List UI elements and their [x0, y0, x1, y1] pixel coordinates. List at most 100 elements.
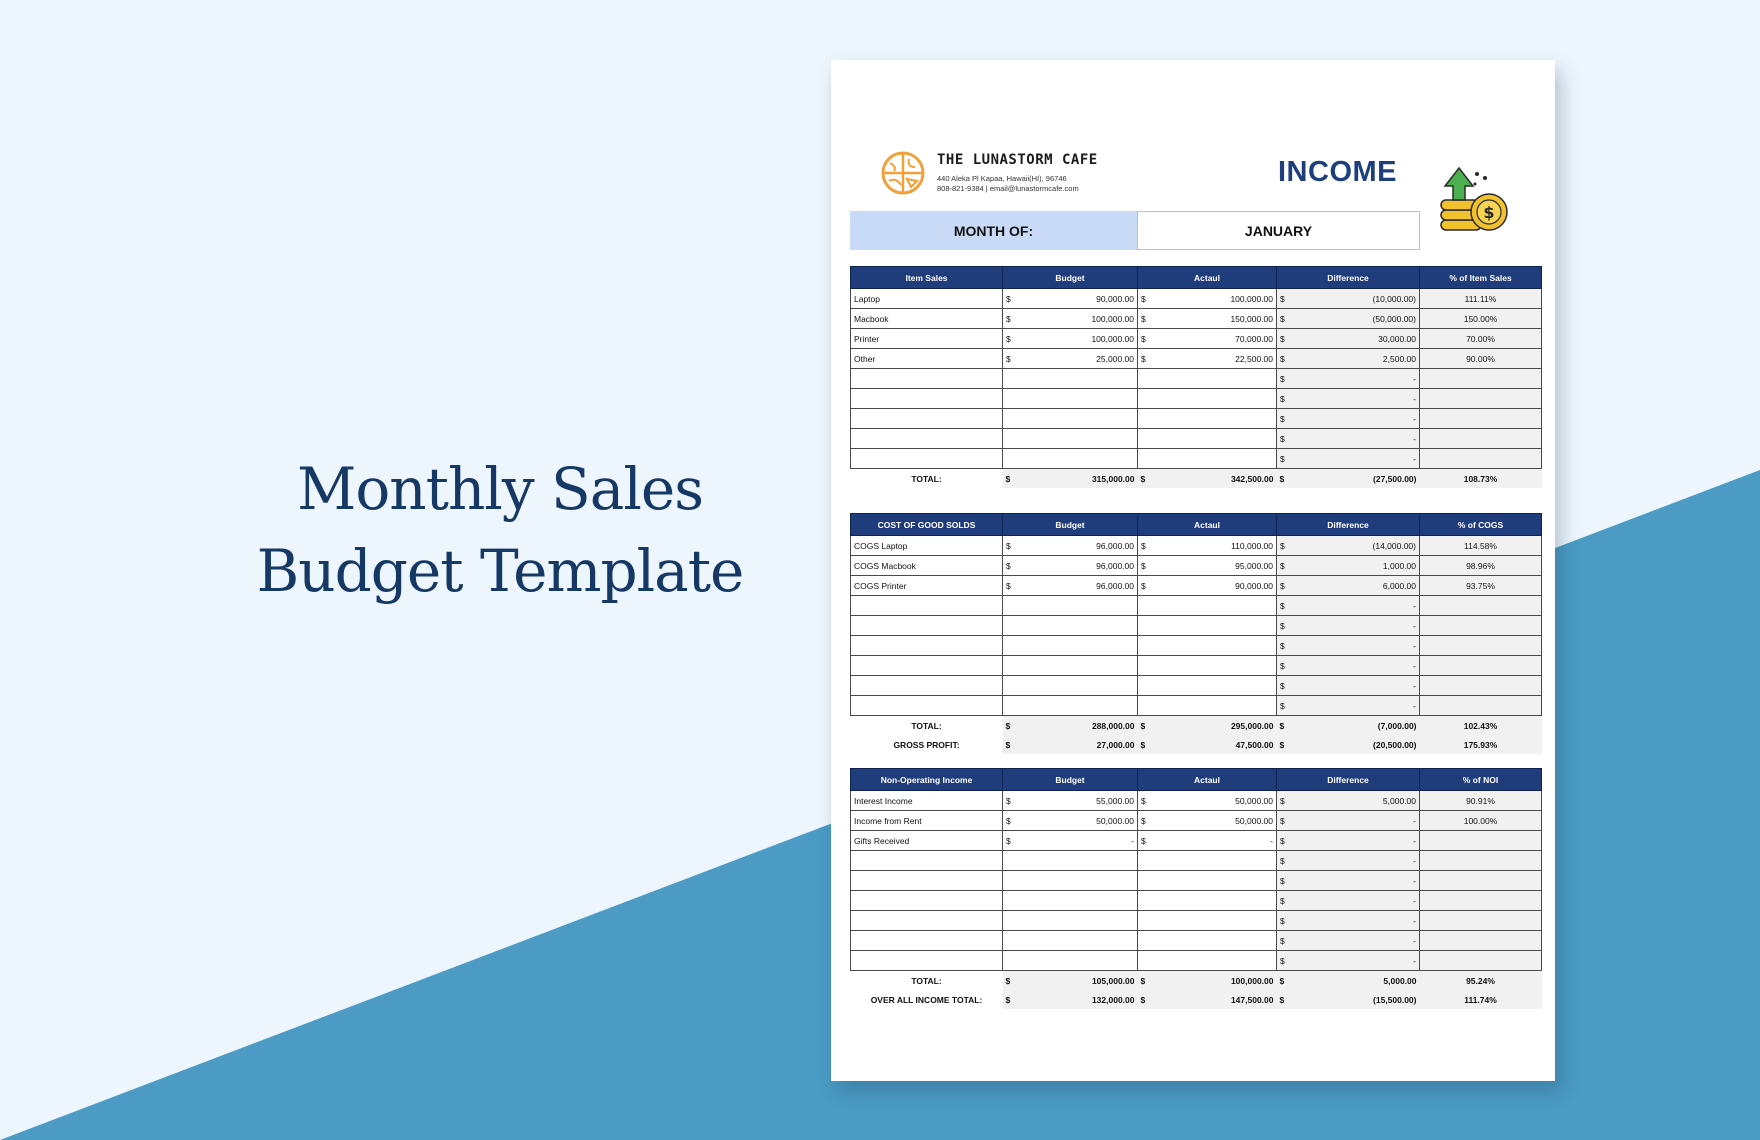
amount-cell[interactable]: $22,500.00: [1137, 348, 1277, 369]
amount-cell[interactable]: $ -: [1276, 635, 1420, 656]
empty-cell[interactable]: [1137, 635, 1277, 656]
item-name-cell[interactable]: [850, 368, 1003, 389]
empty-cell[interactable]: [1002, 428, 1138, 449]
empty-cell[interactable]: [1002, 850, 1138, 871]
percent-cell[interactable]: 150.00%: [1419, 308, 1542, 329]
month-value-field[interactable]: JANUARY: [1137, 211, 1420, 250]
amount-cell[interactable]: $ -: [1276, 448, 1420, 469]
empty-cell[interactable]: [1002, 368, 1138, 389]
amount-cell[interactable]: $95,000.00: [1137, 555, 1277, 576]
item-name-cell[interactable]: Gifts Received: [850, 830, 1003, 851]
amount-cell[interactable]: $25,000.00: [1002, 348, 1138, 369]
amount-cell[interactable]: $ -: [1137, 830, 1277, 851]
empty-cell[interactable]: [1002, 448, 1138, 469]
item-name-cell[interactable]: [850, 428, 1003, 449]
amount-cell[interactable]: $96,000.00: [1002, 575, 1138, 596]
empty-cell[interactable]: [1002, 615, 1138, 636]
empty-cell[interactable]: [1137, 448, 1277, 469]
item-name-cell[interactable]: [850, 408, 1003, 429]
item-name-cell[interactable]: COGS Printer: [850, 575, 1003, 596]
empty-cell[interactable]: [1137, 870, 1277, 891]
item-name-cell[interactable]: Other: [850, 348, 1003, 369]
amount-cell[interactable]: $1,000.00: [1276, 555, 1420, 576]
empty-cell[interactable]: [1002, 408, 1138, 429]
percent-cell[interactable]: [1419, 635, 1542, 656]
empty-cell[interactable]: [1137, 890, 1277, 911]
item-name-cell[interactable]: [850, 950, 1003, 971]
percent-cell[interactable]: [1419, 615, 1542, 636]
percent-cell[interactable]: 90.91%: [1419, 790, 1542, 811]
empty-cell[interactable]: [1137, 615, 1277, 636]
percent-cell[interactable]: 114.58%: [1419, 535, 1542, 556]
empty-cell[interactable]: [1002, 675, 1138, 696]
percent-cell[interactable]: [1419, 910, 1542, 931]
amount-cell[interactable]: $100,000.00: [1137, 288, 1277, 309]
percent-cell[interactable]: 93.75%: [1419, 575, 1542, 596]
amount-cell[interactable]: $ -: [1276, 388, 1420, 409]
item-name-cell[interactable]: [850, 388, 1003, 409]
item-name-cell[interactable]: [850, 675, 1003, 696]
amount-cell[interactable]: $50,000.00: [1137, 790, 1277, 811]
empty-cell[interactable]: [1002, 595, 1138, 616]
empty-cell[interactable]: [1137, 388, 1277, 409]
empty-cell[interactable]: [1137, 950, 1277, 971]
amount-cell[interactable]: $100,000.00: [1002, 308, 1138, 329]
amount-cell[interactable]: $50,000.00: [1137, 810, 1277, 831]
item-name-cell[interactable]: Income from Rent: [850, 810, 1003, 831]
percent-cell[interactable]: [1419, 890, 1542, 911]
amount-cell[interactable]: $ -: [1276, 595, 1420, 616]
amount-cell[interactable]: $70,000.00: [1137, 328, 1277, 349]
empty-cell[interactable]: [1137, 368, 1277, 389]
amount-cell[interactable]: $6,000.00: [1276, 575, 1420, 596]
amount-cell[interactable]: $100,000.00: [1002, 328, 1138, 349]
empty-cell[interactable]: [1137, 930, 1277, 951]
amount-cell[interactable]: $ -: [1002, 830, 1138, 851]
item-name-cell[interactable]: [850, 448, 1003, 469]
empty-cell[interactable]: [1002, 910, 1138, 931]
item-name-cell[interactable]: [850, 635, 1003, 656]
percent-cell[interactable]: [1419, 950, 1542, 971]
percent-cell[interactable]: [1419, 408, 1542, 429]
percent-cell[interactable]: [1419, 595, 1542, 616]
amount-cell[interactable]: $ -: [1276, 428, 1420, 449]
item-name-cell[interactable]: [850, 870, 1003, 891]
empty-cell[interactable]: [1002, 655, 1138, 676]
amount-cell[interactable]: $150,000.00: [1137, 308, 1277, 329]
empty-cell[interactable]: [1002, 635, 1138, 656]
item-name-cell[interactable]: [850, 615, 1003, 636]
empty-cell[interactable]: [1137, 675, 1277, 696]
percent-cell[interactable]: 70.00%: [1419, 328, 1542, 349]
empty-cell[interactable]: [1137, 655, 1277, 676]
amount-cell[interactable]: $90,000.00: [1137, 575, 1277, 596]
item-name-cell[interactable]: COGS Macbook: [850, 555, 1003, 576]
amount-cell[interactable]: $ -: [1276, 890, 1420, 911]
amount-cell[interactable]: $96,000.00: [1002, 555, 1138, 576]
percent-cell[interactable]: [1419, 368, 1542, 389]
item-name-cell[interactable]: [850, 930, 1003, 951]
percent-cell[interactable]: 90.00%: [1419, 348, 1542, 369]
percent-cell[interactable]: [1419, 870, 1542, 891]
percent-cell[interactable]: [1419, 830, 1542, 851]
item-name-cell[interactable]: [850, 910, 1003, 931]
amount-cell[interactable]: $ (10,000.00): [1276, 288, 1420, 309]
amount-cell[interactable]: $50,000.00: [1002, 810, 1138, 831]
amount-cell[interactable]: $ -: [1276, 408, 1420, 429]
percent-cell[interactable]: [1419, 388, 1542, 409]
item-name-cell[interactable]: [850, 890, 1003, 911]
empty-cell[interactable]: [1137, 695, 1277, 716]
amount-cell[interactable]: $ -: [1276, 930, 1420, 951]
percent-cell[interactable]: 100.00%: [1419, 810, 1542, 831]
item-name-cell[interactable]: Interest Income: [850, 790, 1003, 811]
item-name-cell[interactable]: Printer: [850, 328, 1003, 349]
amount-cell[interactable]: $ -: [1276, 830, 1420, 851]
empty-cell[interactable]: [1002, 930, 1138, 951]
empty-cell[interactable]: [1137, 408, 1277, 429]
percent-cell[interactable]: 111.11%: [1419, 288, 1542, 309]
empty-cell[interactable]: [1002, 870, 1138, 891]
amount-cell[interactable]: $96,000.00: [1002, 535, 1138, 556]
percent-cell[interactable]: [1419, 655, 1542, 676]
empty-cell[interactable]: [1137, 428, 1277, 449]
amount-cell[interactable]: $ -: [1276, 810, 1420, 831]
empty-cell[interactable]: [1002, 890, 1138, 911]
item-name-cell[interactable]: Laptop: [850, 288, 1003, 309]
